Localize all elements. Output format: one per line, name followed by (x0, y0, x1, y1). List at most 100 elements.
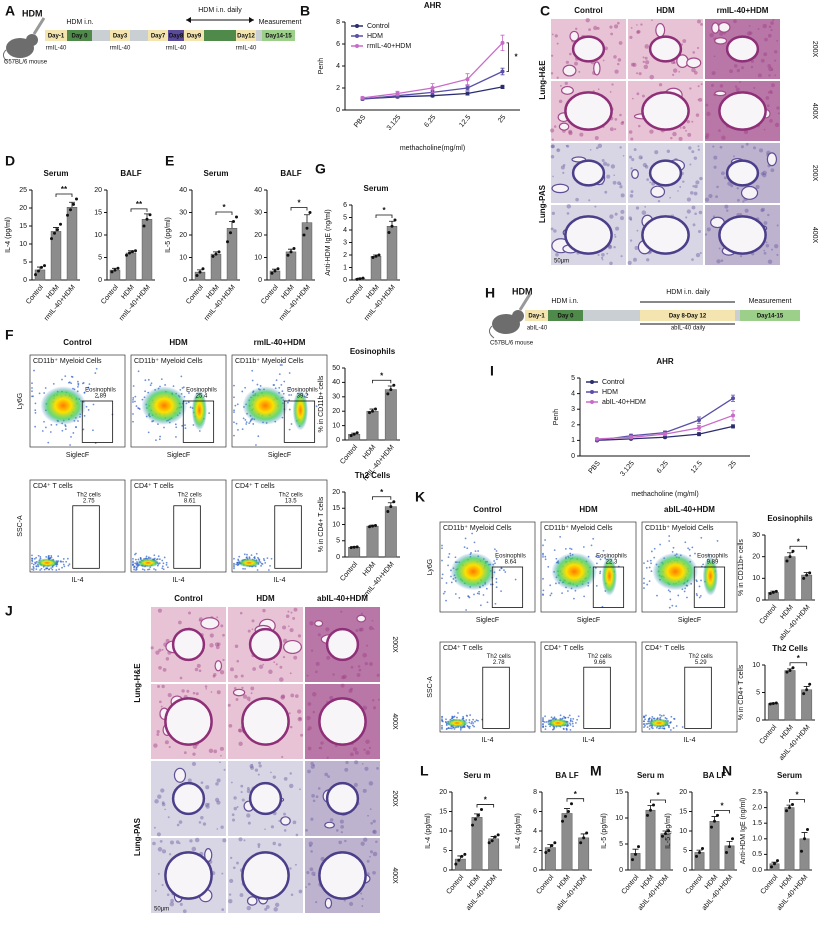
panel-label: F (5, 327, 14, 343)
tissue-texture (160, 788, 165, 793)
timeline-segment (67, 30, 92, 41)
tissue-texture (216, 800, 221, 805)
tissue-texture (760, 208, 764, 213)
flow-event (48, 554, 50, 557)
airway (164, 851, 213, 900)
airway (714, 37, 728, 45)
data-point (195, 274, 199, 277)
flow-event (550, 592, 553, 595)
panel-label: D (5, 153, 15, 169)
flow-event (55, 565, 58, 567)
y-tick-label: 10 (332, 521, 340, 528)
flow-event (445, 599, 447, 602)
flow-event (139, 557, 142, 560)
flow-event (132, 398, 134, 401)
flow-event (31, 568, 33, 571)
tissue-texture (568, 129, 573, 134)
tissue-texture (310, 850, 313, 853)
flow-event (489, 583, 492, 586)
flow-event (550, 716, 553, 719)
tissue-texture (617, 58, 622, 62)
x-tick-label: 25 (497, 114, 507, 125)
tissue-texture (223, 768, 226, 771)
flow-event (643, 587, 645, 589)
flow-event (236, 403, 239, 406)
tissue-texture (297, 709, 302, 714)
flow-event (233, 557, 235, 560)
data-point (308, 211, 312, 214)
x-tick-label: abIL-40+HDM (555, 874, 589, 912)
tissue-texture (613, 233, 616, 236)
flow-event (441, 544, 443, 547)
flow-event (542, 552, 544, 555)
tissue-texture (697, 230, 701, 234)
flow-event (233, 567, 235, 570)
tissue-texture (167, 692, 172, 698)
tissue-texture (332, 673, 335, 676)
tissue-texture (649, 250, 652, 254)
day-label: Day8 (169, 34, 184, 40)
significance-label: * (797, 654, 801, 663)
data-point (808, 571, 812, 575)
flow-event (147, 378, 150, 381)
data-point (355, 431, 359, 435)
flow-event (44, 426, 47, 429)
flow-event (275, 379, 278, 382)
flow-event (233, 434, 235, 437)
bar (226, 228, 238, 281)
data-point (454, 862, 458, 866)
flow-event (251, 379, 254, 382)
tissue-texture (315, 795, 319, 799)
tissue-texture (205, 804, 210, 809)
y-tick-label: 0 (336, 437, 340, 444)
timeline-segment (640, 310, 735, 321)
tissue-texture (734, 85, 738, 88)
tissue-texture (597, 253, 600, 257)
y-tick-label: 10 (179, 254, 187, 261)
flow-event (34, 412, 37, 414)
tissue-texture (610, 164, 616, 169)
flow-event (672, 546, 675, 549)
tissue-texture (716, 185, 719, 189)
flow-event (161, 565, 164, 568)
tissue-texture (251, 628, 254, 631)
tissue-texture (613, 55, 617, 59)
flow-event (132, 413, 134, 415)
tissue-texture (609, 261, 613, 266)
tissue-texture (640, 23, 643, 26)
flow-event (441, 573, 444, 576)
tissue-texture (289, 783, 294, 789)
y-axis-label: SSC-A (17, 515, 24, 537)
flow-event (677, 594, 680, 597)
flow-event (504, 571, 507, 573)
tissue-texture (629, 155, 632, 159)
legend-swatch (355, 34, 359, 38)
y-tick-label: 15 (439, 808, 447, 815)
y-tick-label: 0 (98, 277, 102, 284)
flow-event (716, 540, 719, 542)
tissue-texture (618, 41, 623, 45)
tissue-texture (694, 70, 698, 75)
tissue-texture (217, 642, 221, 647)
tissue-texture (551, 138, 554, 141)
flow-event (651, 716, 654, 718)
tissue-texture (307, 728, 310, 731)
tissue-texture (613, 174, 616, 176)
gate (72, 505, 100, 569)
timeline-segment (168, 30, 184, 41)
flow-event (468, 727, 471, 730)
tissue-texture (238, 837, 243, 842)
y-tick-label: 10 (254, 254, 262, 261)
tissue-texture (239, 893, 244, 897)
tissue-texture (358, 668, 362, 672)
flow-event (58, 568, 60, 571)
flow-event (451, 715, 454, 718)
tissue-texture (377, 698, 380, 701)
tissue-texture (638, 155, 643, 160)
airway (650, 185, 666, 198)
gate-label: Th2 cells (279, 492, 303, 498)
flow-event (474, 550, 477, 553)
flow-event (242, 417, 245, 420)
flow-event (233, 562, 235, 565)
flow-event (31, 387, 33, 389)
